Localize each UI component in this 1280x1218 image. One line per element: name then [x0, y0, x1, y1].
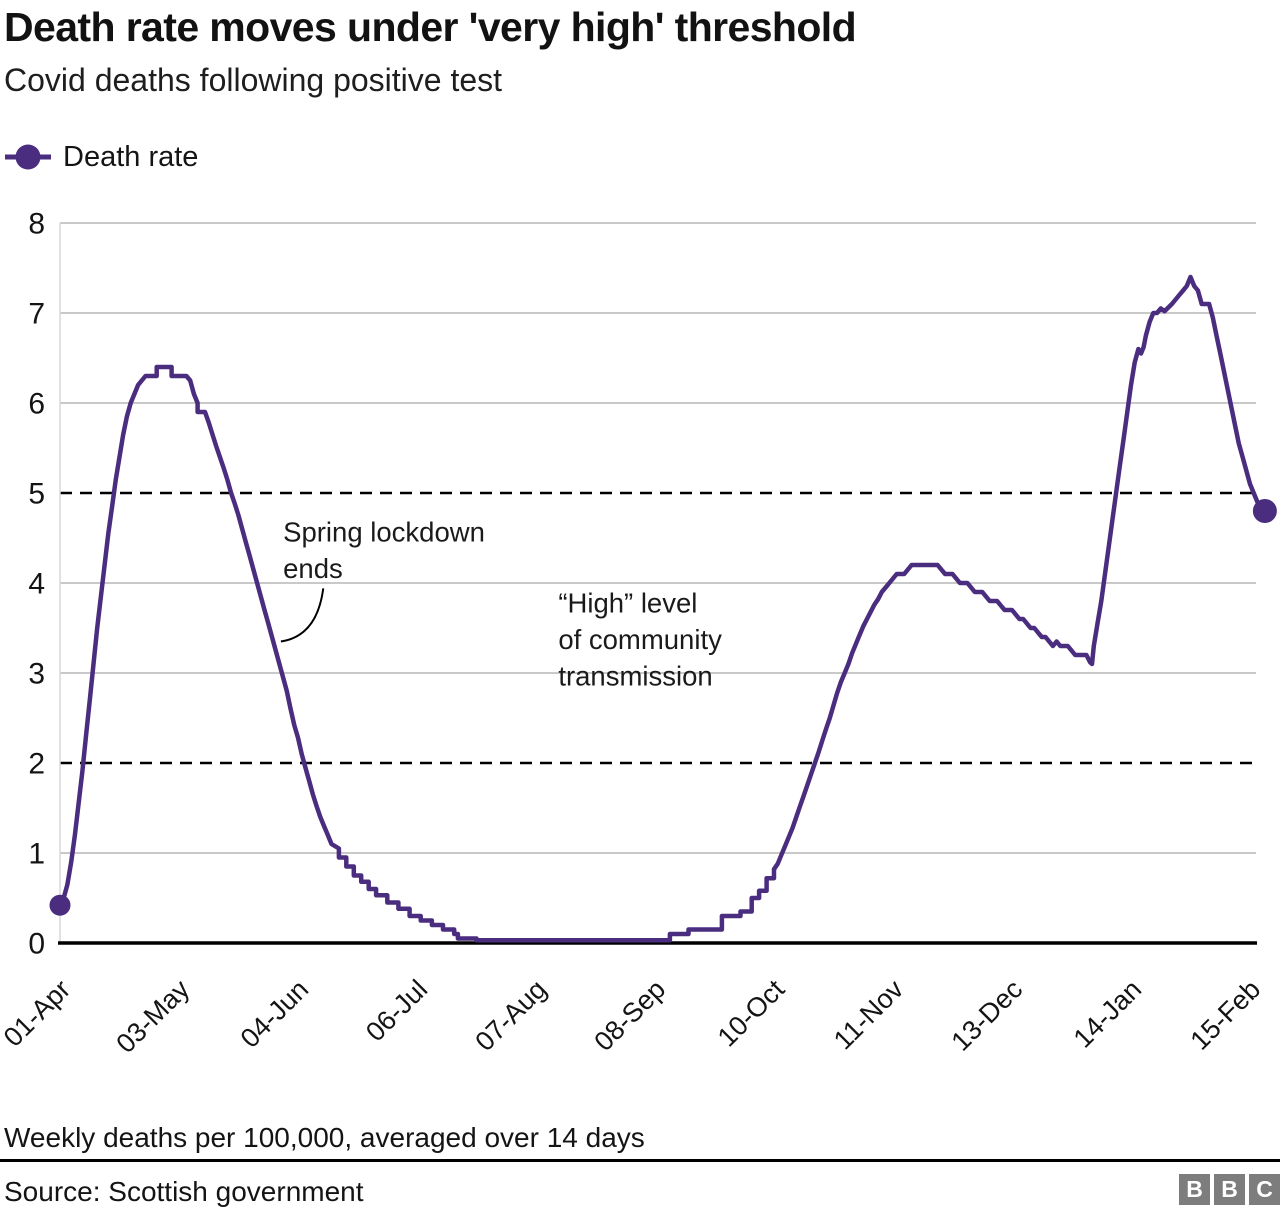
x-tick-label-10-Oct: 10-Oct [712, 974, 791, 1053]
annotation-text-spring-lockdown: ends [283, 553, 343, 584]
y-tick-label-1: 1 [28, 838, 45, 871]
bbc-logo-block-b1: B [1179, 1174, 1210, 1205]
data-point-end [1252, 499, 1277, 523]
y-tick-label-2: 2 [28, 748, 45, 781]
y-tick-label-3: 3 [28, 658, 45, 691]
x-tick-label-03-May: 03-May [110, 974, 195, 1059]
x-tick-label-06-Jul: 06-Jul [360, 974, 433, 1047]
legend-label: Death rate [63, 140, 199, 173]
x-tick-label-08-Sep: 08-Sep [588, 974, 671, 1057]
x-tick-label-11-Nov: 11-Nov [828, 974, 910, 1056]
chart-subtitle: Covid deaths following positive test [4, 62, 503, 98]
annotation-arrow-spring-lockdown [280, 588, 325, 643]
bbc-logo: B B C [1179, 1174, 1280, 1205]
y-tick-label-8: 8 [28, 208, 45, 241]
x-tick-label-13-Dec: 13-Dec [945, 974, 1028, 1057]
footer-divider [0, 1159, 1280, 1162]
death-rate-legend-marker-icon [5, 144, 51, 170]
annotation-text-high-level: of community [558, 624, 722, 655]
annotation-text-high-level: transmission [558, 660, 712, 691]
y-tick-label-5: 5 [28, 478, 45, 511]
legend: Death rate [4, 140, 198, 174]
axis-note: Weekly deaths per 100,000, averaged over… [4, 1122, 645, 1153]
y-tick-label-7: 7 [28, 298, 45, 331]
y-tick-label-6: 6 [28, 388, 45, 421]
bbc-logo-block-b2: B [1214, 1174, 1245, 1205]
chart-title: Death rate moves under 'very high' thres… [4, 4, 857, 50]
y-tick-label-4: 4 [28, 568, 45, 601]
bbc-logo-block-c: C [1249, 1174, 1280, 1205]
data-point-start [49, 894, 71, 916]
annotation-text-high-level: “High” level [558, 587, 697, 618]
source-label: Source: Scottish government [4, 1176, 364, 1207]
annotation-text-spring-lockdown: Spring lockdown [283, 516, 485, 547]
x-tick-label-14-Jan: 14-Jan [1068, 974, 1148, 1054]
death-rate-line [57, 274, 1268, 943]
y-tick-label-0: 0 [28, 928, 45, 961]
x-tick-label-15-Feb: 15-Feb [1185, 974, 1267, 1056]
x-tick-label-07-Aug: 07-Aug [469, 974, 552, 1057]
x-tick-label-01-Apr: 01-Apr [0, 974, 76, 1053]
legend-dot [15, 144, 41, 170]
x-tick-label-04-Jun: 04-Jun [235, 974, 315, 1054]
